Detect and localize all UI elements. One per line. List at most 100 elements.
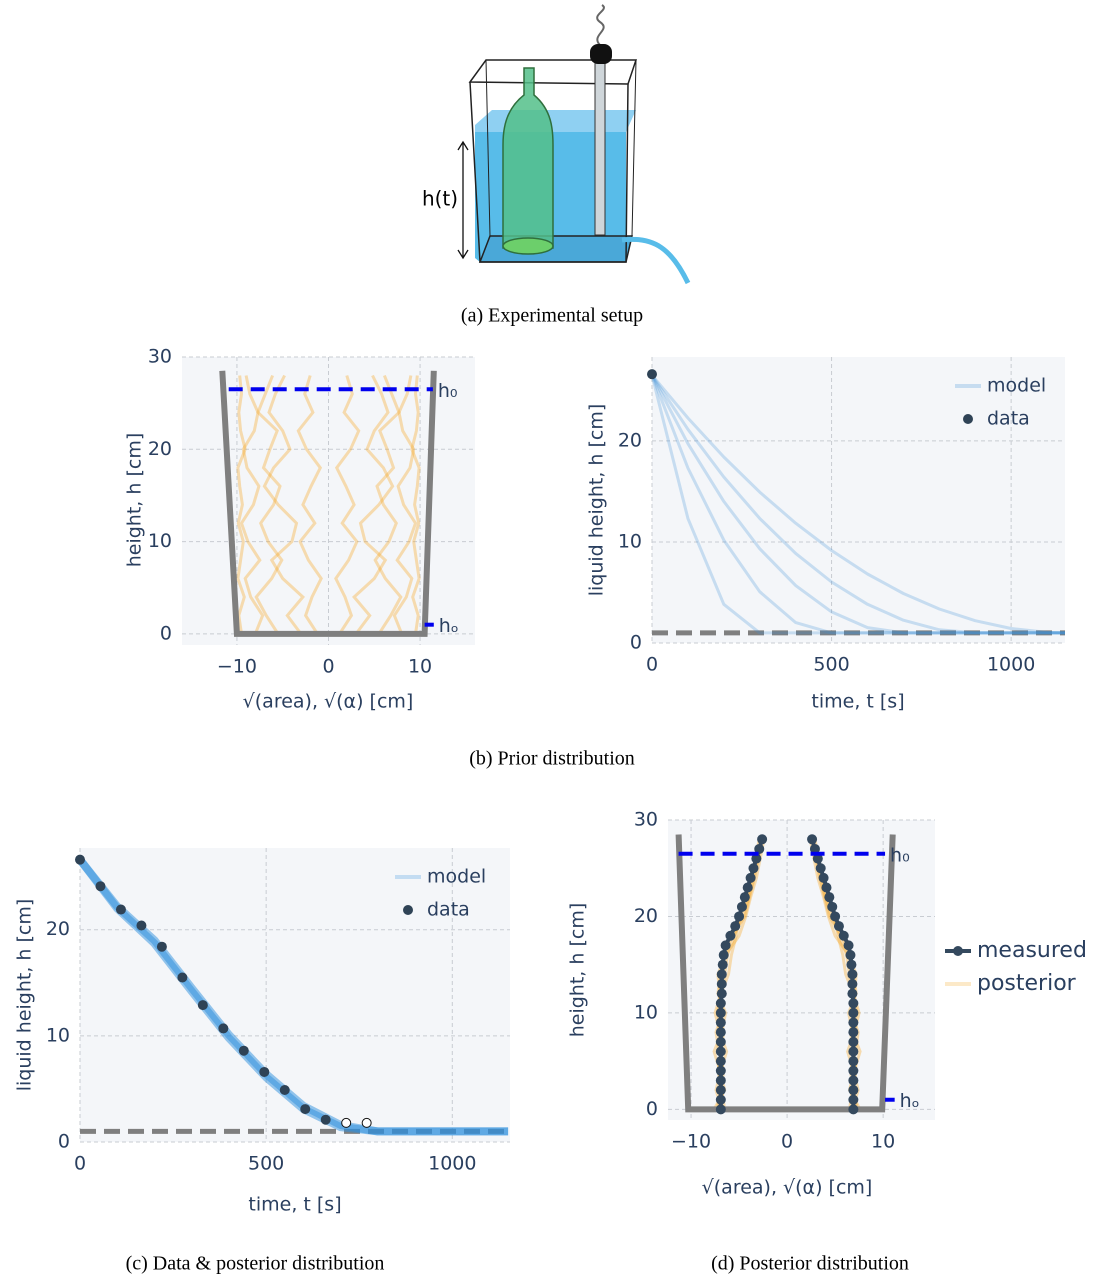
legend-label: measured [977,938,1087,963]
measured-point [848,1027,859,1038]
y-tick-label: 20 [618,429,642,451]
measured-point [848,1017,859,1028]
measured-point [807,834,818,845]
measured-point [809,843,820,854]
data-point [279,1084,290,1095]
measured-point [827,901,838,912]
measured-point [754,843,765,854]
legend-swatch [403,905,413,915]
x-tick-label: 10 [408,656,432,678]
sample-profile [352,374,395,635]
y-axis-label: height, h [cm] [124,433,146,568]
measured-point [821,882,832,893]
x-axis-label: √(area), √(α) [cm] [702,1177,873,1199]
measured-point [848,998,859,1009]
caption: (a) Experimental setup [461,305,643,327]
x-tick-label: 500 [248,1153,284,1175]
data-point [136,920,147,931]
sample-profile [410,375,421,635]
measured-point [715,1007,726,1018]
sample-profile [254,374,284,635]
measured-point [848,1007,859,1018]
ho-label: hₒ [439,615,459,637]
measured-point [716,988,727,999]
measured-point [716,969,727,980]
measured-point [715,1017,726,1028]
measured-point [843,940,854,951]
measured-point [715,1046,726,1057]
x-axis-label: time, t [s] [248,1194,341,1216]
y-axis-label: liquid height, h [cm] [14,899,36,1092]
measured-point [718,950,729,961]
caption: (d) Posterior distribution [711,1253,909,1275]
h0-label: h₀ [438,380,458,402]
measured-point [845,950,856,961]
x-tick-label: 0 [781,1131,793,1153]
legend-label: model [427,866,486,888]
measured-point [730,921,741,932]
sample-profile [236,375,247,635]
legend-label: posterior [977,971,1077,996]
measured-point [715,998,726,1009]
measured-point [715,1085,726,1096]
data-point [238,1045,249,1056]
measured-point [848,1094,859,1105]
y-tick-label: 20 [148,438,172,460]
legend-label: data [427,899,470,921]
model-line [650,374,1065,635]
measured-point [818,872,829,883]
sample-profile [373,374,403,635]
x-tick-label: 1000 [428,1153,476,1175]
probe [594,59,606,236]
measured-point [720,940,731,951]
data-point [647,369,657,380]
measured-point [847,988,858,999]
measured-point [848,1046,859,1057]
data-point [361,1117,372,1128]
measured-point [745,872,756,883]
sample-profile [334,375,361,635]
measured-point [848,1065,859,1076]
legend-label: model [987,375,1046,397]
data-point [259,1066,270,1077]
y-tick-label: 10 [148,530,172,552]
y-tick-label: 0 [160,622,172,644]
measured-point [824,892,835,903]
y-axis-label: liquid height, h [cm] [586,404,608,597]
y-tick-label: 30 [634,809,658,831]
probe-head [590,44,612,64]
measured-point [739,892,750,903]
measured-point [715,1065,726,1076]
y-tick-label: 10 [618,530,642,552]
y-tick-label: 10 [634,1001,658,1023]
measured-point [757,834,768,845]
box-front [469,81,629,263]
measured-point [715,1104,726,1115]
x-tick-label: 10 [871,1131,895,1153]
x-tick-label: −10 [217,656,257,678]
measured-point [847,978,858,989]
measured-point [715,1094,726,1105]
data-point [177,972,188,983]
y-tick-label: 0 [58,1131,70,1153]
x-axis-label: √(area), √(α) [cm] [243,691,414,713]
y-axis-label: height, h [cm] [567,903,589,1038]
sample-profile [296,375,323,635]
bottle-base [502,237,554,255]
setup-diagram: h(t) [422,4,691,285]
bottle [502,67,554,249]
plot-area [652,357,1065,643]
measured-point [715,1027,726,1038]
sample-profile [392,375,418,635]
measured-point [734,911,745,922]
x-axis-label: time, t [s] [811,691,904,713]
measured-point [725,930,736,941]
data-point [320,1114,331,1125]
y-tick-label: 20 [46,918,70,940]
measured-point [848,1085,859,1096]
box-back [485,59,637,237]
x-tick-label: 0 [646,654,658,676]
measured-point [736,901,747,912]
